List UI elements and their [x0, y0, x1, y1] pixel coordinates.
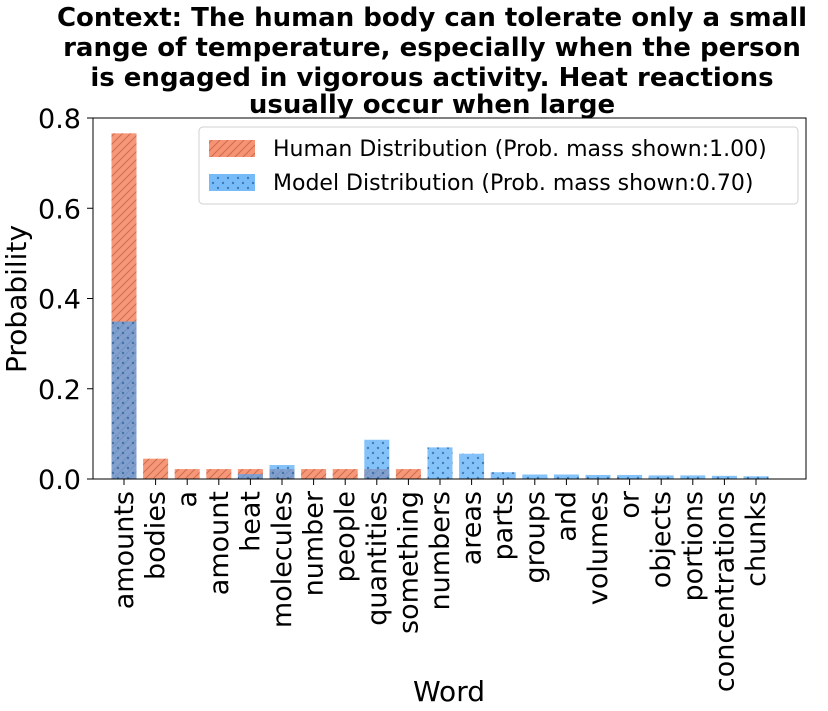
model-bar-hatch-parts — [490, 472, 516, 479]
human-bar-hatch-bodies — [143, 458, 169, 479]
x-tick-label-and: and — [551, 491, 582, 542]
model-bar-hatch-quantities — [364, 439, 390, 479]
x-tick-label-volumes: volumes — [583, 491, 614, 605]
chart-title: Context: The human body can tolerate onl… — [57, 3, 807, 120]
x-tick-label-people: people — [330, 491, 361, 583]
y-tick-label: 0.8 — [38, 104, 81, 135]
chart-title-line-3: is engaged in vigorous activity. Heat re… — [90, 63, 773, 93]
human-bar-hatch-people — [332, 469, 358, 479]
x-tick-label-parts: parts — [488, 491, 519, 560]
legend-swatch-human-hatch — [209, 140, 255, 157]
model-bar-hatch-groups — [522, 474, 548, 479]
x-tick-label-bodies: bodies — [141, 491, 172, 580]
y-tick-label: 0.2 — [38, 375, 81, 406]
x-tick-label-amount: amount — [204, 491, 235, 595]
model-bar-hatch-volumes — [585, 474, 611, 479]
model-bar-hatch-and — [553, 474, 579, 479]
legend: Human Distribution (Prob. mass shown:1.0… — [198, 126, 799, 205]
x-tick-label-a: a — [172, 491, 203, 508]
x-tick-label-numbers: numbers — [425, 491, 456, 610]
x-tick-label-portions: portions — [678, 491, 709, 602]
human-bar-hatch-number — [301, 469, 327, 479]
model-bar-hatch-amounts — [111, 321, 137, 479]
x-tick-label-heat: heat — [235, 491, 266, 552]
model-bar-hatch-areas — [459, 453, 485, 479]
human-bar-hatch-something — [395, 469, 421, 479]
human-bar-hatch-a — [174, 469, 200, 479]
x-tick-label-or: or — [615, 490, 646, 519]
x-tick-label-quantities: quantities — [362, 491, 393, 626]
x-tick-label-areas: areas — [457, 491, 488, 565]
x-tick-label-concentrations: concentrations — [709, 491, 740, 692]
legend-frame — [198, 126, 799, 205]
y-axis-label: Probability — [0, 225, 33, 373]
x-tick-label-molecules: molecules — [267, 491, 298, 628]
model-bar-hatch-or — [617, 474, 643, 479]
human-bar-hatch-amount — [206, 469, 232, 479]
x-axis-label: Word — [413, 675, 485, 708]
model-bar-hatch-heat — [237, 474, 263, 479]
model-bar-hatch-portions — [680, 475, 706, 479]
model-bar-hatch-objects — [648, 475, 674, 479]
y-tick-label: 0.4 — [38, 285, 81, 316]
x-tick-label-chunks: chunks — [741, 491, 772, 587]
model-bar-hatch-concentrations — [711, 475, 737, 479]
x-tick-label-something: something — [393, 491, 424, 634]
chart-title-line-4: usually occur when large — [249, 90, 615, 120]
x-tick-label-amounts: amounts — [109, 491, 140, 609]
x-tick-label-groups: groups — [520, 491, 551, 583]
legend-label-human: Human Distribution (Prob. mass shown:1.0… — [273, 137, 767, 162]
y-tick-label: 0.6 — [38, 194, 81, 225]
model-bar-hatch-molecules — [269, 465, 295, 479]
y-axis: 0.0 0.2 0.4 0.6 0.8 — [38, 104, 93, 496]
model-bar-hatch-numbers — [427, 447, 453, 479]
model-bars — [111, 321, 769, 479]
x-tick-label-objects: objects — [646, 491, 677, 588]
legend-label-model: Model Distribution (Prob. mass shown:0.7… — [273, 171, 753, 196]
x-tick-label-number: number — [299, 490, 330, 596]
chart-title-line-2: range of temperature, especially when th… — [63, 33, 801, 63]
legend-swatch-model-hatch — [209, 174, 255, 191]
y-tick-label: 0.0 — [38, 465, 81, 496]
model-bar-hatch-chunks — [743, 476, 769, 479]
chart-title-line-1: Context: The human body can tolerate onl… — [57, 3, 807, 33]
x-axis: amounts bodies a amount heat molecules number p… — [109, 479, 772, 692]
